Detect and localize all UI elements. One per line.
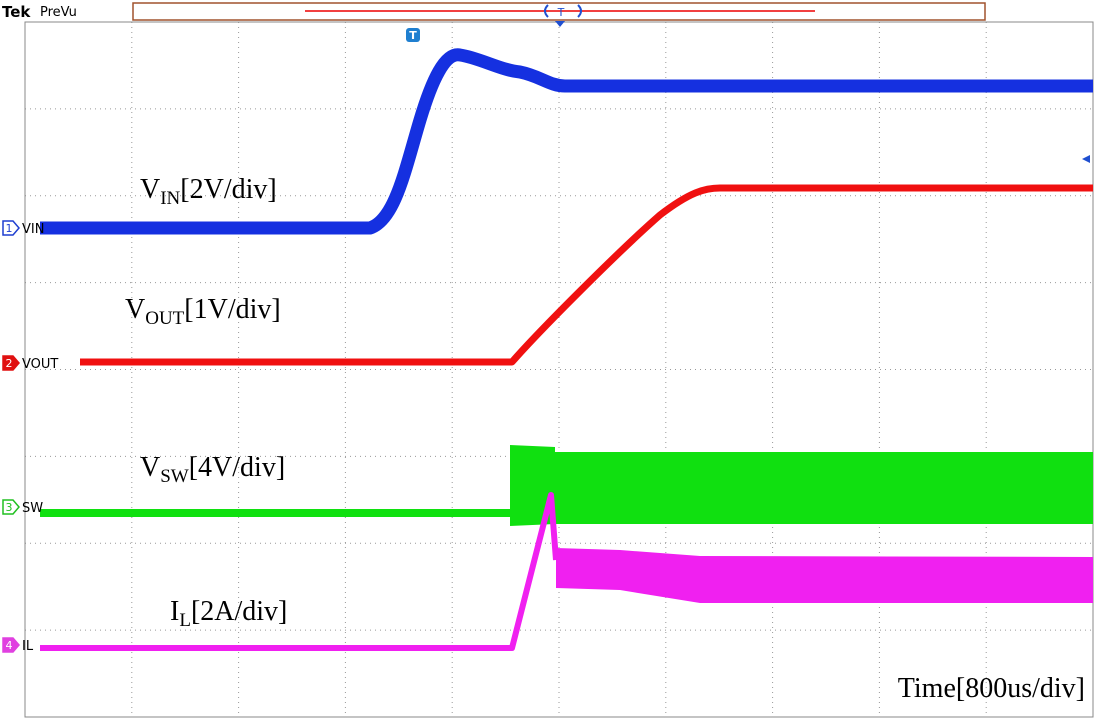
channel-badge (2, 355, 20, 371)
record-bar (132, 2, 986, 21)
vin-trace (40, 48, 1093, 235)
channel-number: 3 (6, 501, 13, 514)
il-annotation: IL[2A/div] (170, 596, 287, 631)
timebase: Time[800us/div] (898, 673, 1085, 704)
trigger-level (1082, 155, 1090, 163)
vsw-annotation: VSW[4V/div] (140, 452, 285, 487)
brand: Tek (2, 3, 31, 21)
sw-switching (510, 445, 1093, 526)
il-ripple (556, 548, 1093, 603)
vout-trace (80, 184, 1093, 366)
mode: PreVu (40, 5, 77, 20)
trigger-pointer (555, 21, 565, 27)
channel-label: VOUT (22, 357, 58, 372)
channel-label: IL (22, 639, 34, 654)
trigger-icon (406, 28, 420, 42)
il-trace (40, 492, 559, 651)
channel-number: 2 (6, 357, 13, 370)
channel-badge (2, 637, 20, 653)
vin-annotation: VIN[2V/div] (140, 174, 277, 209)
trigger-position: T (557, 6, 565, 19)
view-bracket (544, 4, 582, 18)
vout-annotation: VOUT[1V/div] (125, 294, 281, 329)
channel-number: 1 (6, 222, 13, 235)
channel-badge (2, 499, 20, 515)
graticule (25, 22, 1093, 717)
channel-label: VIN (22, 222, 44, 237)
channel-number: 4 (6, 639, 13, 652)
channel-markers: 1 VIN 2 VOUT 3 SW 4 IL (2, 220, 58, 654)
channel-badge (2, 220, 20, 236)
channel-label: SW (22, 501, 43, 516)
trigger-marker: T (409, 29, 417, 42)
